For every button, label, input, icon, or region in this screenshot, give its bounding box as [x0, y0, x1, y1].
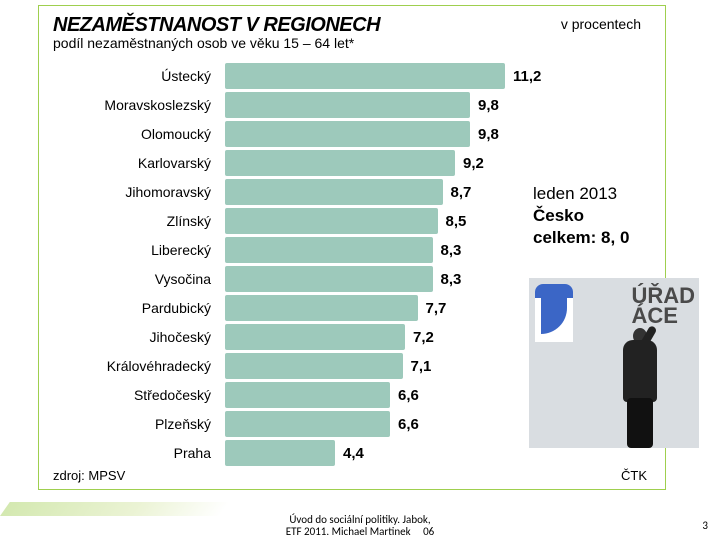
- value-label: 8,3: [441, 265, 462, 294]
- slide: NEZAMĚSTNANOST V REGIONECH podíl nezaměs…: [0, 0, 720, 540]
- category-label: Jihočeský: [39, 323, 211, 352]
- category-label: Karlovarský: [39, 149, 211, 178]
- photo-person: [619, 328, 661, 448]
- chart-subtitle: podíl nezaměstnaných osob ve věku 15 – 6…: [53, 35, 651, 51]
- value-label: 7,2: [413, 323, 434, 352]
- category-label: Jihomoravský: [39, 178, 211, 207]
- photo-sign-line2: ÁCE: [631, 306, 695, 326]
- category-label: Vysočina: [39, 265, 211, 294]
- bar: [225, 179, 443, 205]
- bar: [225, 440, 335, 466]
- bar-row: Olomoucký 9,8: [39, 120, 665, 149]
- bar: [225, 295, 418, 321]
- footer-line2: ETF 2011. Michael Martinek: [286, 526, 411, 538]
- value-label: 7,1: [411, 352, 432, 381]
- logo-shape: [535, 284, 573, 342]
- page-number: 3: [702, 519, 708, 532]
- category-label: Plzeňský: [39, 410, 211, 439]
- category-label: Pardubický: [39, 294, 211, 323]
- bar: [225, 266, 433, 292]
- category-label: Ústecký: [39, 62, 211, 91]
- source-label: zdroj: MPSV: [53, 468, 125, 483]
- value-label: 9,8: [478, 91, 499, 120]
- bar-row: Ústecký 11,2: [39, 62, 665, 91]
- value-label: 9,8: [478, 120, 499, 149]
- agency-label: ČTK: [621, 468, 647, 483]
- category-label: Středočeský: [39, 381, 211, 410]
- value-label: 6,6: [398, 381, 419, 410]
- category-label: Olomoucký: [39, 120, 211, 149]
- slide-footer: Úvod do sociální politiky. Jabok, ETF 20…: [0, 514, 720, 538]
- category-label: Praha: [39, 439, 211, 468]
- bar: [225, 150, 455, 176]
- photo-urad-prace: ÚŘAD ÁCE: [529, 278, 699, 448]
- value-label: 11,2: [513, 62, 541, 91]
- category-label: Liberecký: [39, 236, 211, 265]
- footer-code: 06: [423, 525, 434, 538]
- photo-sign-text: ÚŘAD ÁCE: [631, 286, 695, 326]
- bar: [225, 382, 390, 408]
- value-label: 9,2: [463, 149, 484, 178]
- value-label: 8,3: [441, 236, 462, 265]
- value-label: 8,5: [446, 207, 467, 236]
- value-label: 8,7: [451, 178, 472, 207]
- chart-unit-label: v procentech: [561, 16, 641, 32]
- bar: [225, 208, 438, 234]
- bar: [225, 324, 405, 350]
- bar: [225, 237, 433, 263]
- value-label: 7,7: [426, 294, 447, 323]
- bar-row: Karlovarský 9,2: [39, 149, 665, 178]
- category-label: Královéhradecký: [39, 352, 211, 381]
- chart-frame: NEZAMĚSTNANOST V REGIONECH podíl nezaměs…: [38, 5, 666, 490]
- bar: [225, 63, 505, 89]
- value-label: 4,4: [343, 439, 364, 468]
- category-label: Moravskoslezský: [39, 91, 211, 120]
- bar: [225, 92, 470, 118]
- chart-header: NEZAMĚSTNANOST V REGIONECH podíl nezaměs…: [39, 6, 665, 53]
- footer-line1: Úvod do sociální politiky. Jabok,: [289, 513, 430, 526]
- bar-row: Moravskoslezský 9,8: [39, 91, 665, 120]
- side-date: leden 2013: [533, 184, 629, 204]
- value-label: 6,6: [398, 410, 419, 439]
- bar: [225, 411, 390, 437]
- bar: [225, 353, 403, 379]
- side-summary: leden 2013 Česko celkem: 8, 0: [533, 184, 629, 248]
- category-label: Zlínský: [39, 207, 211, 236]
- bar: [225, 121, 470, 147]
- side-total: celkem: 8, 0: [533, 228, 629, 248]
- side-country: Česko: [533, 206, 629, 226]
